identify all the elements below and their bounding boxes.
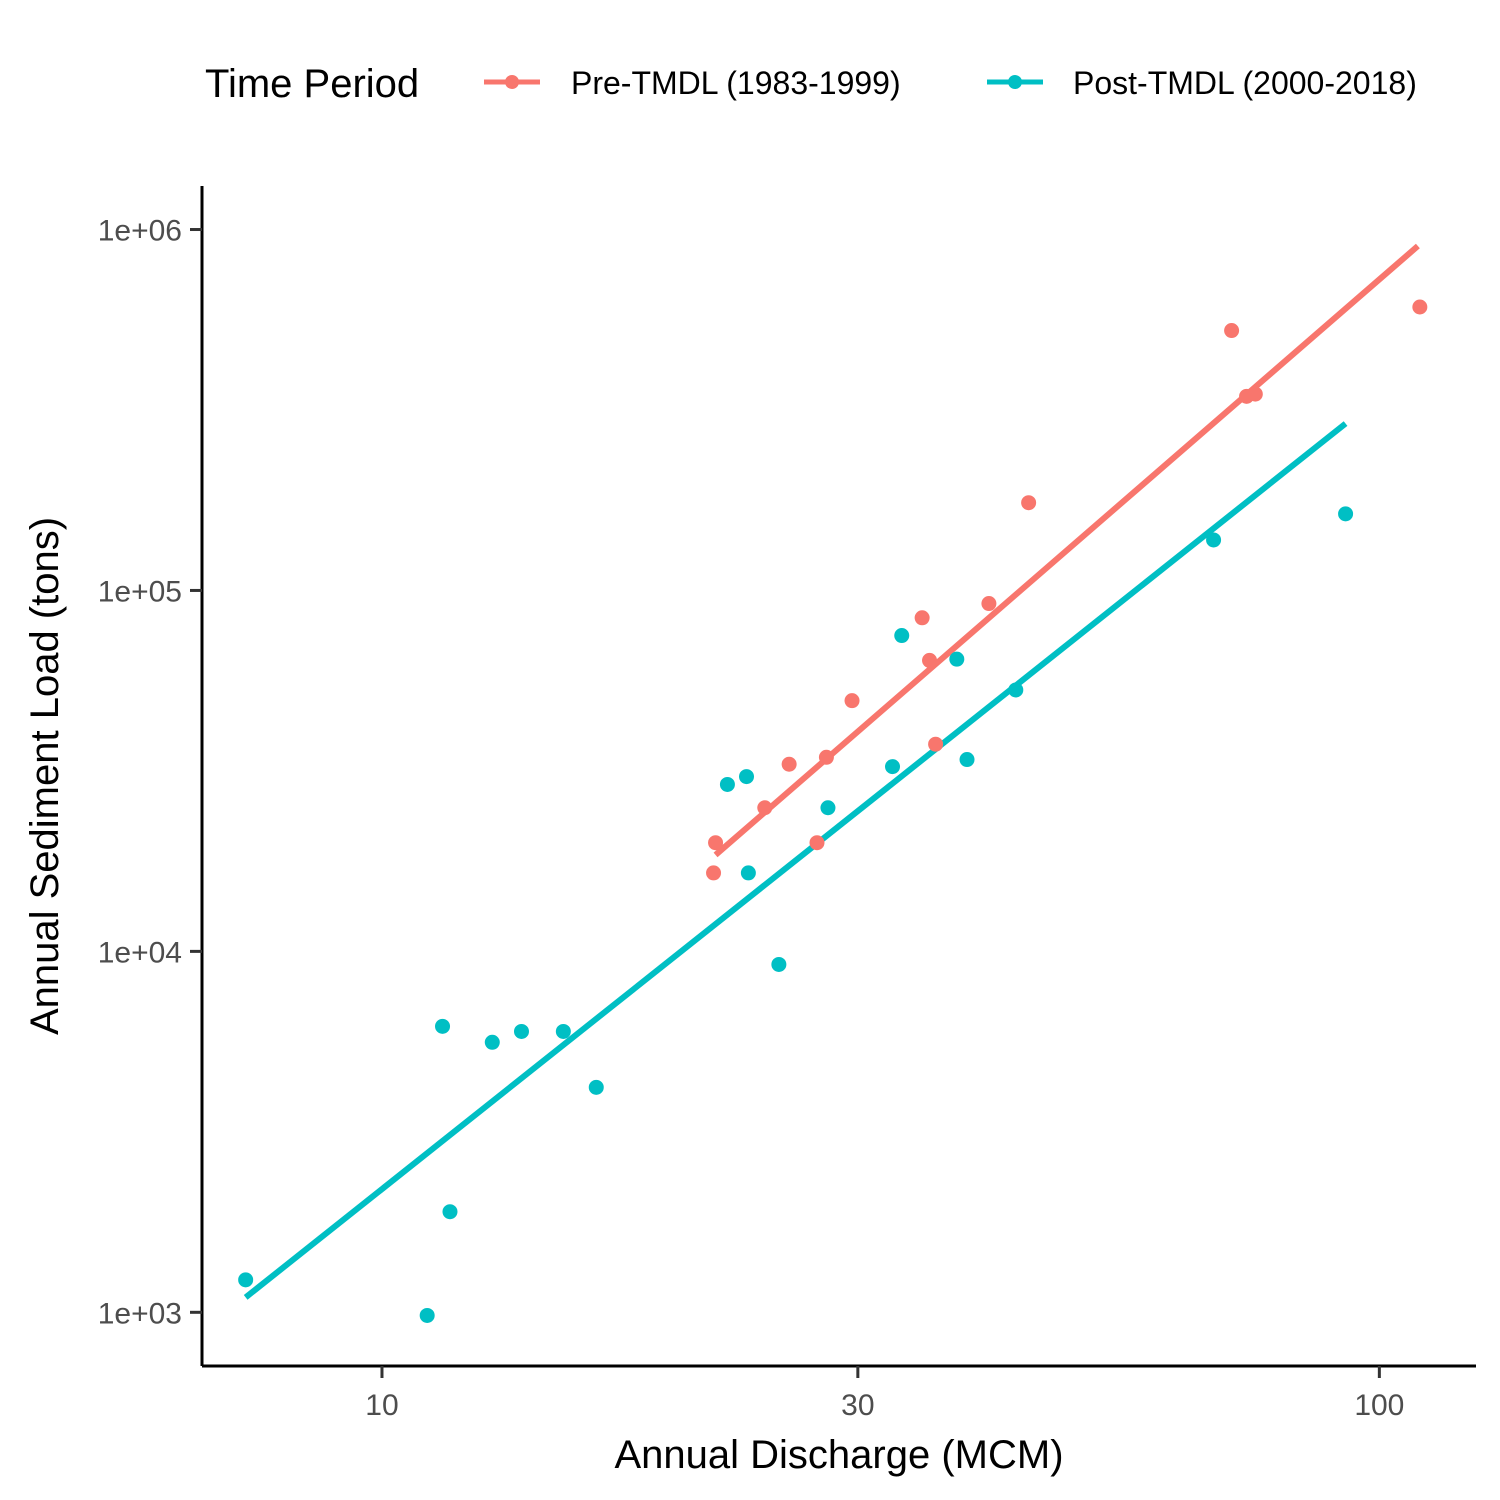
data-point-series-0 bbox=[928, 736, 944, 752]
data-point-series-1 bbox=[1008, 682, 1024, 698]
fit-line-series-0 bbox=[713, 243, 1420, 858]
data-point-series-1 bbox=[1338, 506, 1354, 522]
data-point-series-1 bbox=[1206, 532, 1222, 548]
data-point-series-0 bbox=[922, 652, 938, 668]
data-point-series-1 bbox=[949, 651, 965, 667]
data-point-series-1 bbox=[719, 776, 735, 792]
regression-lines bbox=[243, 243, 1420, 1300]
y-axis-ticks: 1e+03 1e+04 1e+05 1e+06 bbox=[98, 215, 202, 1330]
legend-label-pre-tmdl: Pre-TMDL (1983-1999) bbox=[571, 65, 901, 101]
x-axis-title: Annual Discharge (MCM) bbox=[614, 1433, 1063, 1477]
legend: Time Period Pre-TMDL (1983-1999) Post-TM… bbox=[205, 62, 1417, 106]
data-point-series-1 bbox=[885, 759, 901, 775]
data-point-series-0 bbox=[1021, 495, 1037, 511]
legend-item-pre-tmdl: Pre-TMDL (1983-1999) bbox=[484, 65, 901, 101]
data-point-series-0 bbox=[706, 865, 722, 881]
y-tick-label: 1e+06 bbox=[98, 215, 182, 248]
data-point-series-0 bbox=[1247, 386, 1263, 402]
data-point-series-1 bbox=[740, 865, 756, 881]
data-point-series-1 bbox=[555, 1023, 571, 1039]
data-point-series-0 bbox=[818, 749, 834, 765]
data-point-series-1 bbox=[442, 1204, 458, 1220]
y-axis-title: Annual Sediment Load (tons) bbox=[23, 517, 67, 1035]
y-tick-label: 1e+04 bbox=[98, 936, 182, 969]
data-point-series-1 bbox=[959, 752, 975, 768]
x-tick-label: 10 bbox=[365, 1389, 398, 1422]
data-point-series-1 bbox=[894, 628, 910, 644]
data-point-series-1 bbox=[820, 800, 836, 816]
y-tick-label: 1e+03 bbox=[98, 1297, 182, 1330]
data-point-series-1 bbox=[435, 1018, 451, 1034]
data-point-series-0 bbox=[1412, 299, 1428, 315]
legend-key-point bbox=[505, 75, 519, 89]
legend-label-post-tmdl: Post-TMDL (2000-2018) bbox=[1073, 65, 1417, 101]
data-point-series-0 bbox=[781, 756, 797, 772]
data-point-series-0 bbox=[809, 835, 825, 851]
legend-key-point bbox=[1008, 75, 1022, 89]
data-point-series-0 bbox=[981, 596, 997, 612]
data-point-series-0 bbox=[1224, 323, 1240, 339]
data-point-series-0 bbox=[757, 800, 773, 816]
x-axis-ticks: 10 30 100 bbox=[365, 1366, 1404, 1422]
data-point-series-0 bbox=[708, 835, 724, 851]
y-tick-label: 1e+05 bbox=[98, 575, 182, 608]
legend-title: Time Period bbox=[205, 62, 419, 106]
x-tick-label: 30 bbox=[841, 1389, 874, 1422]
data-point-series-1 bbox=[739, 769, 755, 785]
data-point-series-0 bbox=[914, 610, 930, 626]
legend-item-post-tmdl: Post-TMDL (2000-2018) bbox=[987, 65, 1417, 101]
x-tick-label: 100 bbox=[1354, 1389, 1404, 1422]
data-point-series-1 bbox=[771, 956, 787, 972]
data-point-series-1 bbox=[419, 1307, 435, 1323]
data-point-series-1 bbox=[588, 1079, 604, 1095]
fit-line-series-1 bbox=[243, 421, 1348, 1300]
data-points bbox=[238, 299, 1428, 1323]
data-point-series-0 bbox=[844, 693, 860, 709]
data-point-series-1 bbox=[513, 1023, 529, 1039]
data-point-series-1 bbox=[484, 1034, 500, 1050]
data-point-series-1 bbox=[238, 1272, 254, 1288]
